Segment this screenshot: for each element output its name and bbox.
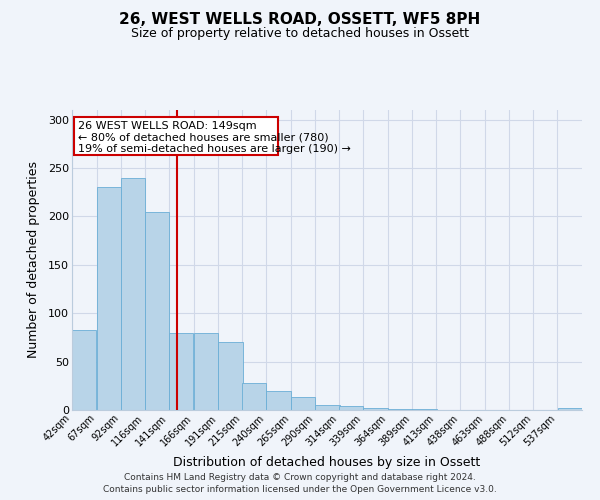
Bar	[169, 332, 193, 410]
Bar	[364, 408, 388, 410]
Y-axis label: Number of detached properties: Number of detached properties	[27, 162, 40, 358]
Text: Size of property relative to detached houses in Ossett: Size of property relative to detached ho…	[131, 28, 469, 40]
Bar	[218, 342, 242, 410]
Bar	[194, 332, 218, 410]
Bar	[72, 330, 97, 410]
Bar	[266, 390, 290, 410]
Text: 26 WEST WELLS ROAD: 149sqm: 26 WEST WELLS ROAD: 149sqm	[78, 120, 257, 130]
Text: Contains public sector information licensed under the Open Government Licence v3: Contains public sector information licen…	[103, 485, 497, 494]
X-axis label: Distribution of detached houses by size in Ossett: Distribution of detached houses by size …	[173, 456, 481, 469]
Bar	[557, 408, 582, 410]
Text: Contains HM Land Registry data © Crown copyright and database right 2024.: Contains HM Land Registry data © Crown c…	[124, 474, 476, 482]
Text: 26, WEST WELLS ROAD, OSSETT, WF5 8PH: 26, WEST WELLS ROAD, OSSETT, WF5 8PH	[119, 12, 481, 28]
Bar	[121, 178, 145, 410]
Bar	[388, 409, 412, 410]
Text: 19% of semi-detached houses are larger (190) →: 19% of semi-detached houses are larger (…	[78, 144, 351, 154]
Bar	[412, 409, 437, 410]
Bar	[145, 212, 169, 410]
Bar	[291, 398, 315, 410]
Bar	[242, 383, 266, 410]
Text: ← 80% of detached houses are smaller (780): ← 80% of detached houses are smaller (78…	[78, 132, 329, 142]
Bar	[97, 188, 121, 410]
FancyBboxPatch shape	[74, 117, 278, 156]
Bar	[316, 405, 340, 410]
Bar	[339, 406, 363, 410]
